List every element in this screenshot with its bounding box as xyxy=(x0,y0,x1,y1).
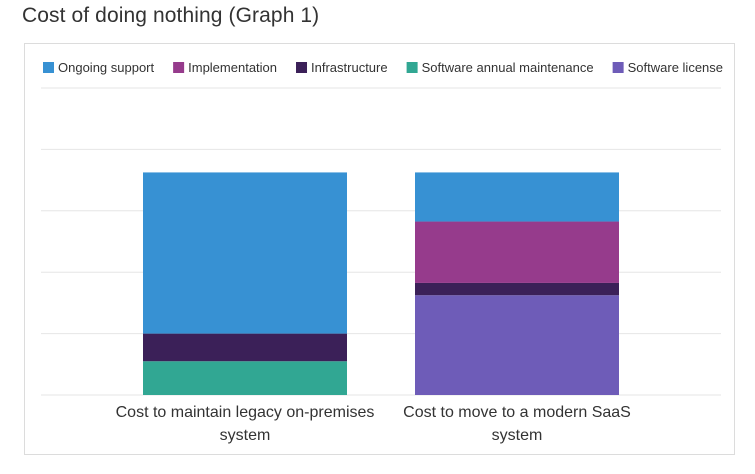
legend: Ongoing support Implementation Infrastruct… xyxy=(43,60,723,75)
page-title: Cost of doing nothing (Graph 1) xyxy=(22,4,320,27)
bar-segment[interactable] xyxy=(143,172,347,334)
bar-segment[interactable] xyxy=(415,172,619,222)
legend-item[interactable]: Ongoing support xyxy=(43,60,155,75)
bar-segment[interactable] xyxy=(415,221,619,283)
x-tick-label: Cost to maintain legacy on-premises xyxy=(116,404,375,421)
bar-segment[interactable] xyxy=(143,333,347,362)
chart-container: Ongoing support Implementation Infrastruct… xyxy=(24,43,735,455)
legend-label: Software license xyxy=(628,60,723,75)
bar-segment[interactable] xyxy=(143,361,347,395)
legend-label: Ongoing support xyxy=(58,60,155,75)
legend-swatch xyxy=(612,62,624,73)
x-tick-label: Cost to move to a modern SaaS xyxy=(403,404,631,421)
category-labels: Cost to maintain legacy on-premises syste… xyxy=(116,404,631,444)
stacked-bar-chart: Ongoing support Implementation Infrastruct… xyxy=(41,60,723,444)
x-tick-label: system xyxy=(220,427,271,444)
legend-swatch xyxy=(43,62,54,73)
bar-segment[interactable] xyxy=(415,295,619,395)
legend-swatch xyxy=(406,62,418,73)
legend-label: Infrastructure xyxy=(311,60,388,75)
legend-item[interactable]: Implementation xyxy=(173,60,277,75)
legend-swatch xyxy=(173,62,185,73)
x-tick-label: system xyxy=(492,427,543,444)
legend-item[interactable]: Software annual maintenance xyxy=(406,60,594,75)
legend-swatch xyxy=(296,62,308,73)
legend-label: Implementation xyxy=(188,60,277,75)
bars xyxy=(143,172,619,395)
bar-segment[interactable] xyxy=(415,282,619,296)
legend-item[interactable]: Infrastructure xyxy=(296,60,388,75)
legend-item[interactable]: Software license xyxy=(612,60,723,75)
legend-label: Software annual maintenance xyxy=(422,60,594,75)
